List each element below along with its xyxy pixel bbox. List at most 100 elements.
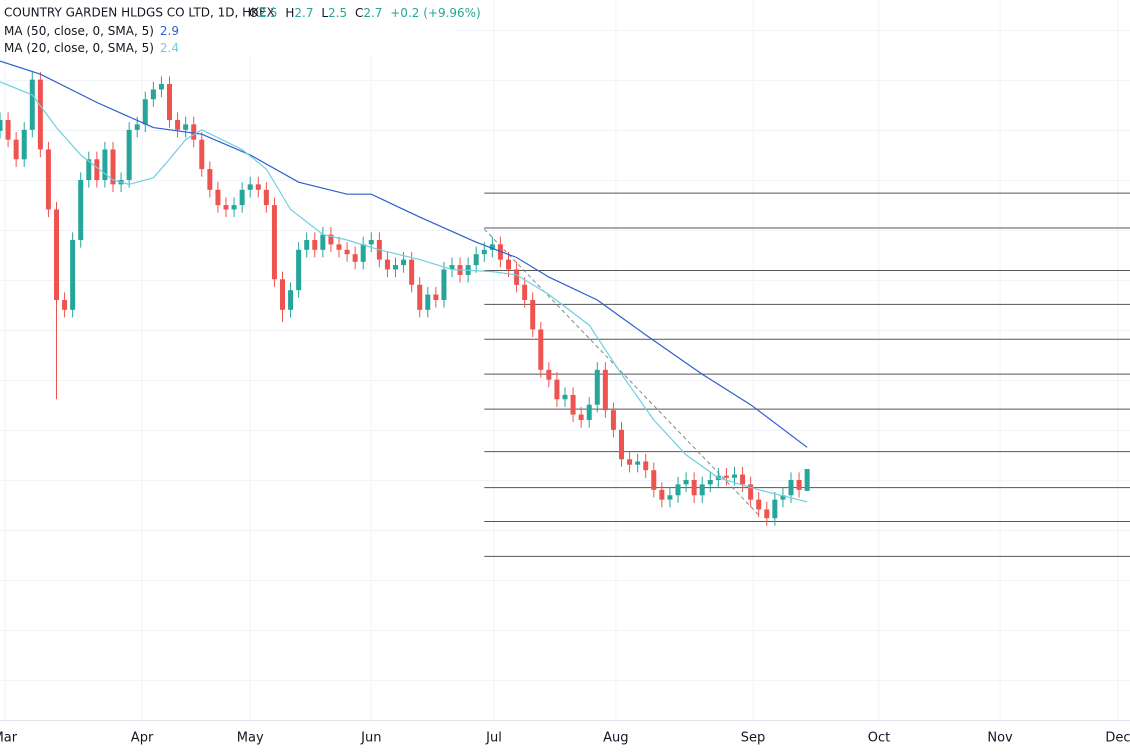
candle-body: [255, 184, 261, 190]
candle-body: [13, 139, 19, 160]
candle-body: [126, 129, 132, 180]
candle-body: [304, 240, 310, 250]
x-tick-label: Nov: [987, 731, 1013, 746]
candle-body: [732, 474, 737, 478]
candle-body: [175, 120, 181, 130]
candle-body: [288, 290, 294, 310]
x-tick-label: Oct: [868, 731, 890, 746]
candle-body: [667, 495, 673, 500]
candle-body: [352, 254, 358, 262]
candle-body: [271, 205, 277, 280]
candle-body: [772, 499, 778, 519]
legend-entry: MA (20, close, 0, SMA, 5) 2.4: [4, 41, 179, 55]
candle-body: [167, 84, 172, 120]
plot: [0, 60, 1130, 557]
x-tick-label: Jun: [360, 731, 381, 746]
candle-body: [102, 149, 108, 180]
candle-body: [530, 300, 536, 330]
candle-body: [21, 129, 27, 160]
candle-body: [296, 249, 302, 291]
candle-body: [796, 480, 802, 490]
candle-body: [29, 79, 35, 130]
candle-body: [538, 329, 544, 370]
candle-body: [142, 99, 148, 125]
candle-body: [5, 120, 11, 140]
candle-body: [473, 254, 479, 266]
x-tick-label: Sep: [741, 731, 766, 746]
candle-body: [425, 294, 431, 310]
candle-body: [150, 89, 156, 100]
candle-body: [683, 480, 689, 485]
candle-body: [506, 259, 511, 270]
candle-body: [191, 124, 197, 140]
candle-body: [586, 404, 592, 420]
x-tick-label: May: [237, 731, 264, 746]
candle-body: [328, 234, 334, 245]
candle-body: [610, 410, 616, 430]
candle-body: [78, 180, 84, 240]
candle-body: [594, 369, 600, 405]
candle-body: [804, 469, 810, 491]
legend-bg: [0, 2, 455, 56]
candle-body: [239, 189, 245, 206]
candle-body: [199, 139, 205, 170]
candle-body: [280, 279, 285, 310]
change: +0.2 (+9.96%): [390, 6, 481, 20]
legend-entry: MA (50, close, 0, SMA, 5) 2.9: [4, 24, 179, 38]
candle-body: [0, 120, 3, 131]
candle-body: [788, 480, 794, 496]
candle-body: [207, 169, 213, 190]
high-value: 2.7: [294, 6, 313, 20]
ma-line: [0, 81, 808, 503]
candle-body: [37, 79, 43, 150]
candle-body: [320, 234, 326, 250]
candle-body: [360, 244, 366, 262]
grid: [0, 0, 1130, 720]
open-label: O: [249, 6, 258, 20]
symbol: COUNTRY GARDEN HLDGS CO LTD, 1D, HKEX: [4, 6, 275, 20]
candle-body: [764, 509, 770, 519]
candle-body: [546, 369, 552, 380]
candle-body: [263, 189, 269, 206]
candle-body: [393, 265, 398, 270]
candle-body: [570, 394, 576, 415]
x-tick-label: Aug: [603, 731, 628, 746]
x-tick-label: Mar: [0, 731, 18, 746]
candle-body: [54, 209, 59, 300]
candle-body: [514, 269, 520, 285]
ohlc: O2.5 H2.7 L2.5 C2.7 +0.2 (+9.96%): [249, 6, 481, 20]
x-tick-label: Dec: [1105, 731, 1130, 746]
legend-value: 2.9: [160, 24, 179, 38]
candle-body: [635, 461, 641, 465]
x-tick-label: Jul: [485, 731, 502, 746]
candle-body: [554, 379, 560, 400]
candle-body: [158, 84, 164, 90]
close-value: 2.7: [363, 6, 382, 20]
candle-body: [312, 240, 318, 250]
candle-body: [401, 259, 407, 266]
low-value: 2.5: [328, 6, 347, 20]
candle-body: [723, 475, 729, 478]
x-axis: Mar Apr May Jun Jul Aug Sep Oct Nov Dec: [0, 731, 1130, 746]
candle-body: [94, 159, 100, 180]
legend-label: MA (20, close, 0, SMA, 5): [4, 41, 154, 55]
candle-body: [110, 149, 116, 185]
candle-body: [748, 484, 754, 500]
candle-body: [619, 429, 624, 460]
candle-body: [247, 184, 253, 190]
close-label: C: [355, 6, 363, 20]
legend-value: 2.4: [160, 41, 179, 55]
candle-body: [522, 284, 528, 300]
candle-body: [707, 480, 713, 485]
candle-body: [740, 474, 746, 485]
candle-body: [45, 149, 51, 210]
candle-body: [86, 159, 92, 180]
candle-body: [384, 259, 390, 270]
candle-body: [562, 394, 568, 400]
candle-body: [134, 124, 140, 130]
candle-body: [70, 240, 76, 310]
candle-body: [62, 300, 68, 310]
candle-body: [215, 189, 221, 206]
low-label: L: [321, 6, 328, 20]
